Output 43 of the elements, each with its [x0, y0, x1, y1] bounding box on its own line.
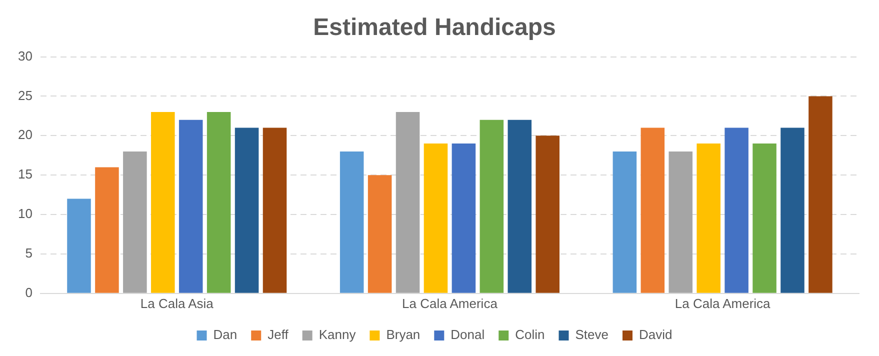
- y-tick-label: 30: [18, 48, 32, 64]
- bar: [480, 120, 504, 293]
- chart-title: Estimated Handicaps: [313, 14, 556, 42]
- y-tick-label: 15: [18, 166, 32, 182]
- bar: [640, 128, 665, 293]
- bar: [452, 144, 476, 293]
- y-tick-label: 10: [18, 206, 32, 222]
- bar: [151, 112, 175, 293]
- y-tick-label: 0: [25, 284, 32, 300]
- y-tick-label: 5: [25, 246, 32, 261]
- legend-label: Steve: [575, 327, 608, 342]
- y-tick-label: 25: [18, 88, 32, 103]
- x-tick-label: La Cala Asia: [140, 296, 214, 311]
- bar: [396, 112, 420, 293]
- bar: [808, 96, 832, 293]
- legend-label: Donal: [450, 327, 485, 342]
- bar: [340, 151, 364, 293]
- x-tick-label: La Cala America: [402, 296, 498, 311]
- x-tick-label: La Cala America: [674, 296, 772, 311]
- bar: [752, 144, 776, 293]
- bar: [424, 144, 448, 293]
- bar: [234, 128, 259, 293]
- bar: [178, 120, 203, 293]
- bar: [696, 144, 720, 293]
- bar: [724, 128, 748, 293]
- bar: [368, 175, 392, 293]
- bar: [668, 151, 693, 293]
- bar: [123, 151, 147, 293]
- bar: [67, 198, 91, 293]
- y-tick-label: 20: [18, 127, 32, 142]
- bar: [95, 167, 119, 293]
- legend-label: Kanny: [318, 327, 356, 342]
- bar: [206, 112, 231, 293]
- bar: [508, 120, 532, 293]
- legend-label: Colin: [515, 327, 545, 342]
- bar: [536, 136, 560, 293]
- legend-label: David: [638, 327, 672, 342]
- legend-label: Jeff: [268, 327, 289, 342]
- legend-label: Bryan: [386, 327, 420, 342]
- bar: [612, 151, 637, 293]
- bar: [262, 128, 287, 293]
- legend-label: Dan: [213, 327, 238, 342]
- bar: [780, 128, 804, 293]
